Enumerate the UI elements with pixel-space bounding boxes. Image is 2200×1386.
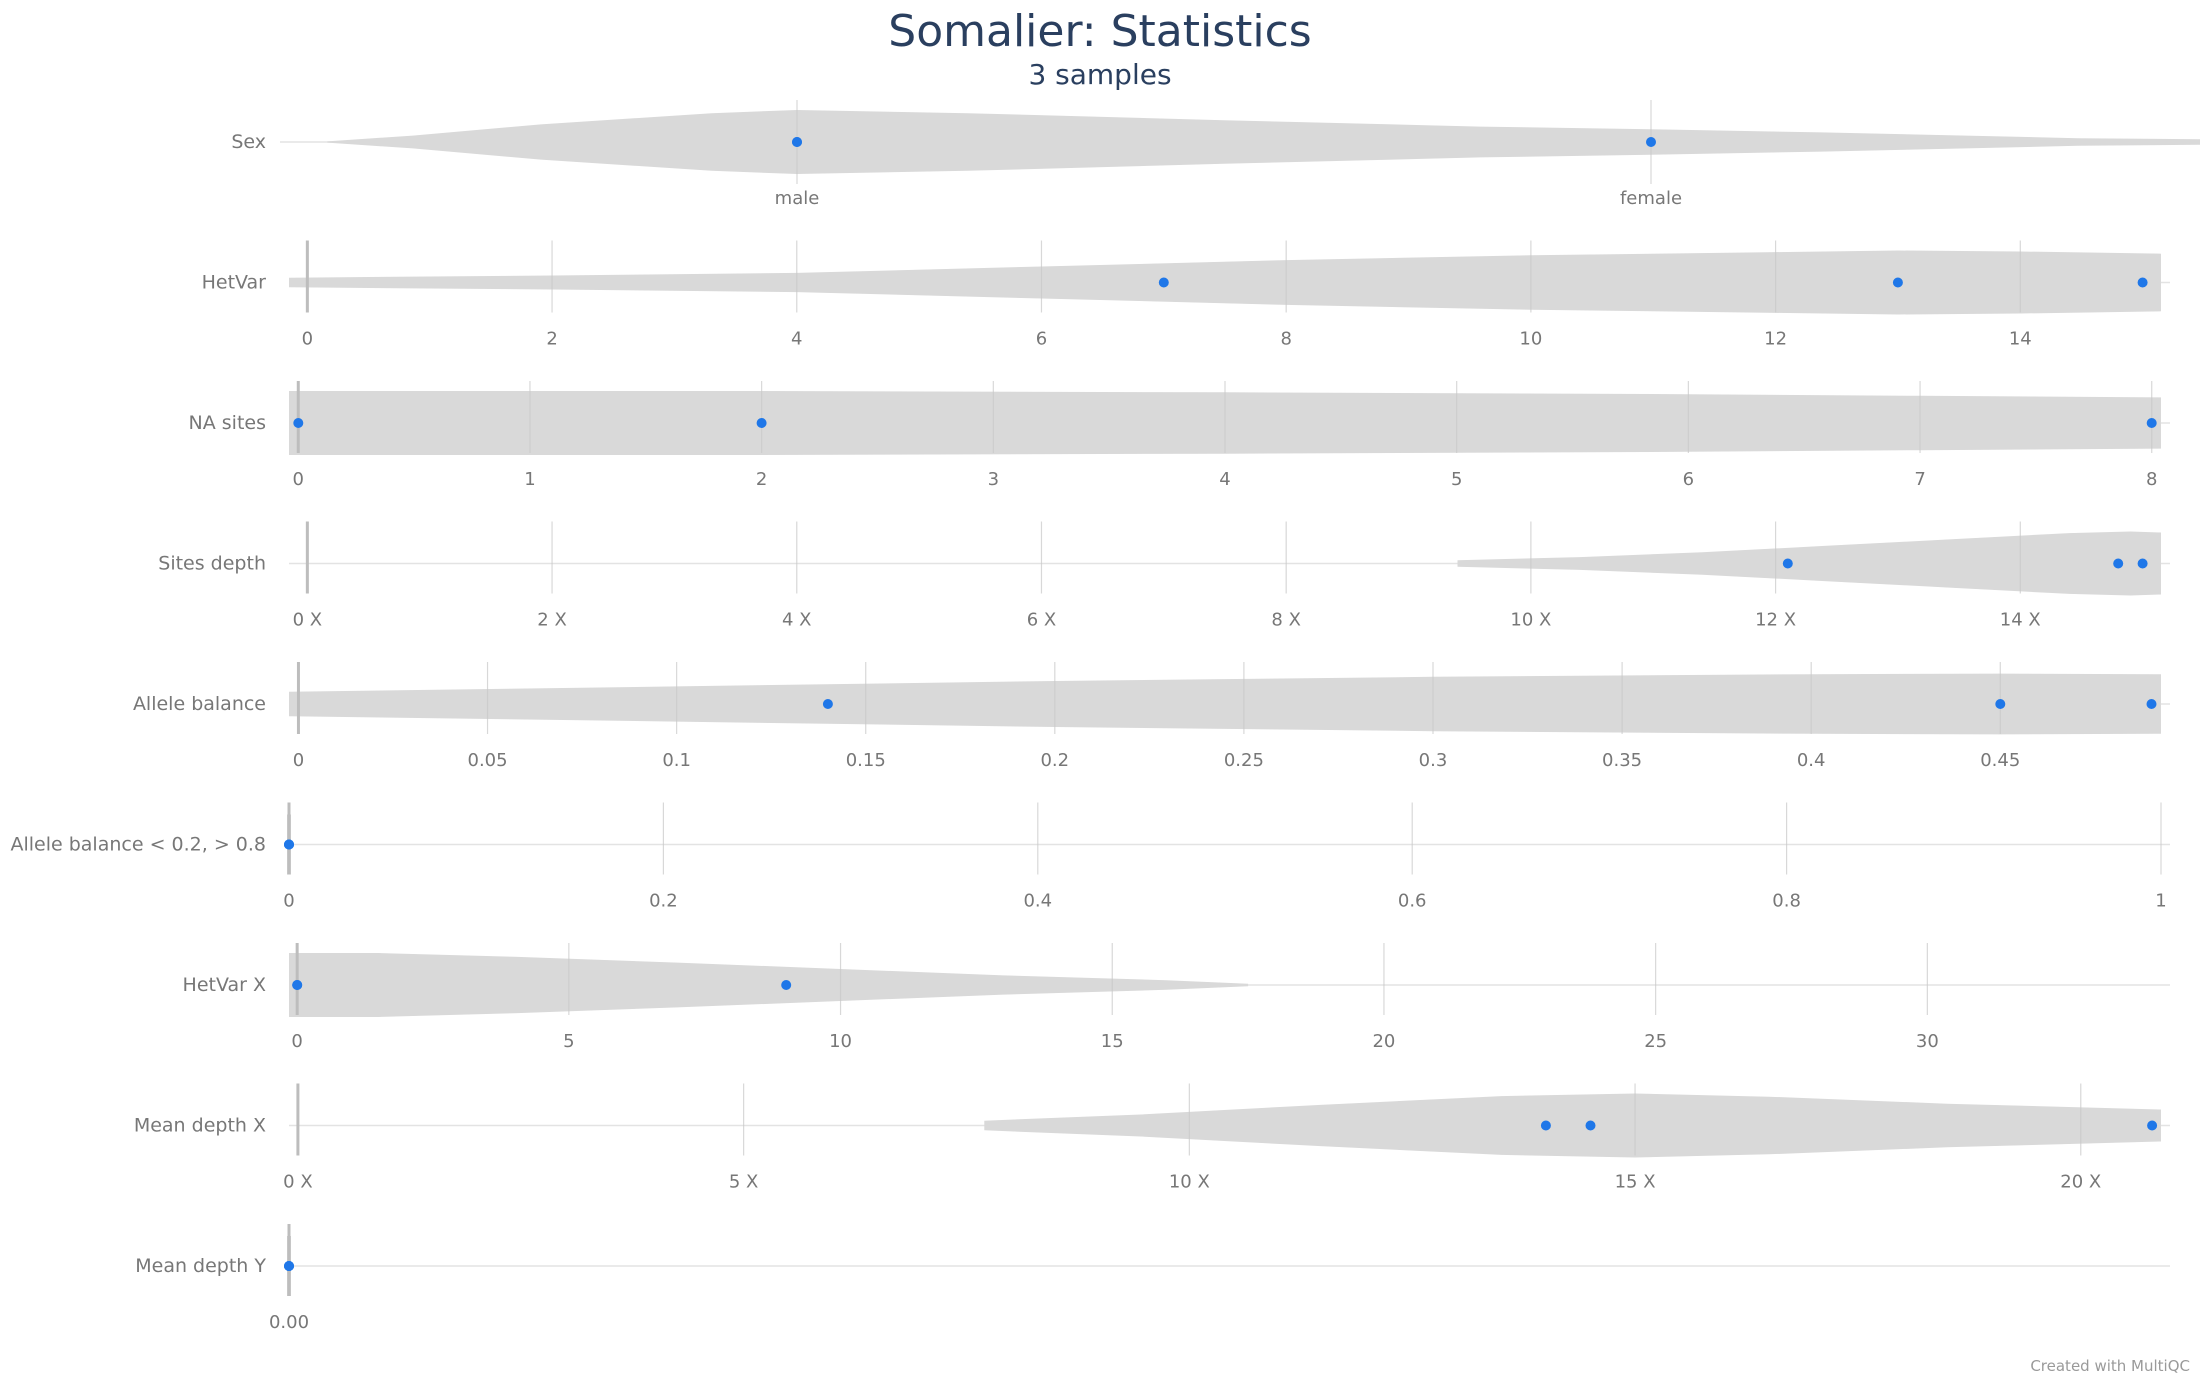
mean-depth-x-tick-label: 20 X [2060,1172,2101,1193]
mean-depth-x-row-label: Mean depth X [134,1115,266,1137]
allele-balance-0-2-0-8-tick-label: 0.2 [649,891,678,912]
mean-depth-x-sample-point [1540,1120,1551,1131]
sites-depth-tick-label: 6 X [1027,610,1057,631]
mean-depth-x-tick-label: 15 X [1615,1172,1656,1193]
allele-balance-violin [289,673,2161,735]
allele-balance-0-2-0-8-tick-label: 0 [283,891,294,912]
credit-text: Created with MultiQC [2030,1357,2190,1375]
sites-depth-violin [1457,531,2161,596]
hetvar-tick-label: 0 [302,329,313,350]
hetvar-tick-label: 10 [1519,329,1542,350]
sites-depth-tick-label: 12 X [1755,610,1796,631]
na-sites-tick-label: 1 [524,469,535,490]
chart-title: Somalier: Statistics [888,6,1312,57]
sex-row-label: Sex [231,131,266,153]
na-sites-sample-point [756,418,767,428]
allele-balance-0-2-0-8-sample-point [284,839,294,850]
sex-tick-label: male [775,188,820,209]
allele-balance-tick-label: 0.35 [1602,750,1642,771]
mean-depth-x-violin [984,1093,2161,1158]
hetvar-sample-point [1158,277,1169,288]
hetvar-x-tick-label: 15 [1101,1031,1124,1052]
na-sites-tick-label: 5 [1451,469,1462,490]
sites-depth-tick-label: 0 X [293,610,323,631]
mean-depth-x-tick-label: 5 X [729,1172,759,1193]
allele-balance-tick-label: 0.4 [1797,750,1826,771]
allele-balance-sample-point [2146,699,2157,709]
hetvar-tick-label: 6 [1036,329,1047,350]
allele-balance-tick-label: 0.25 [1224,750,1264,771]
mean-depth-y-sample-point [284,1261,294,1271]
na-sites-tick-label: 2 [756,469,767,490]
sex-sample-point [1646,137,1656,147]
hetvar-x-tick-label: 25 [1644,1031,1667,1052]
sites-depth-tick-label: 10 X [1510,610,1551,631]
sites-depth-sample-point [2113,558,2124,569]
allele-balance-tick-label: 0.3 [1419,750,1448,771]
allele-balance-0-2-0-8-tick-label: 0.8 [1772,891,1801,912]
mean-depth-y-row-label: Mean depth Y [135,1255,266,1277]
sites-depth-sample-point [1782,558,1793,569]
hetvar-sample-point [1892,277,1903,288]
allele-balance-0-2-0-8-tick-label: 0.6 [1398,891,1427,912]
na-sites-tick-label: 3 [988,469,999,490]
sites-depth-sample-point [2137,558,2148,569]
hetvar-x-tick-label: 0 [291,1031,302,1052]
allele-balance-0-2-0-8-tick-label: 1 [2155,891,2166,912]
na-sites-tick-label: 6 [1683,469,1694,490]
hetvar-tick-label: 2 [546,329,557,350]
sites-depth-row-label: Sites depth [158,553,266,575]
allele-balance-tick-label: 0.05 [468,750,508,771]
sites-depth-tick-label: 2 X [537,610,567,631]
na-sites-sample-point [2146,418,2157,428]
hetvar-x-tick-label: 20 [1372,1031,1395,1052]
na-sites-tick-label: 0 [293,469,304,490]
chart-subtitle: 3 samples [1028,58,1172,91]
hetvar-x-sample-point [292,980,303,990]
hetvar-tick-label: 14 [2009,329,2032,350]
na-sites-tick-label: 8 [2146,469,2157,490]
hetvar-x-tick-label: 5 [563,1031,574,1052]
allele-balance-tick-label: 0 [293,750,304,771]
mean-depth-x-tick-label: 10 X [1169,1172,1210,1193]
sex-sample-point [792,137,802,147]
na-sites-tick-label: 4 [1219,469,1230,490]
allele-balance-0-2-0-8-row-label: Allele balance < 0.2, > 0.8 [10,834,266,856]
hetvar-x-sample-point [781,980,792,990]
allele-balance-tick-label: 0.2 [1040,750,1069,771]
na-sites-row-label: NA sites [189,412,266,434]
mean-depth-x-tick-label: 0 X [283,1172,313,1193]
hetvar-row-label: HetVar [202,272,267,294]
sex-violin [327,110,2200,174]
mean-depth-y-tick-label: 0.00 [269,1312,309,1333]
allele-balance-sample-point [822,699,833,709]
na-sites-sample-point [293,418,304,428]
hetvar-x-tick-label: 10 [829,1031,852,1052]
sites-depth-tick-label: 4 X [782,610,812,631]
hetvar-violin [289,250,2161,315]
na-sites-tick-label: 7 [1914,469,1925,490]
allele-balance-tick-label: 0.1 [662,750,691,771]
allele-balance-tick-label: 0.15 [846,750,886,771]
hetvar-x-violin [289,953,1249,1017]
hetvar-tick-label: 12 [1764,329,1787,350]
mean-depth-x-sample-point [1585,1120,1596,1131]
hetvar-tick-label: 8 [1280,329,1291,350]
hetvar-sample-point [2137,277,2148,288]
allele-balance-0-2-0-8-tick-label: 0.4 [1023,891,1052,912]
hetvar-x-row-label: HetVar X [183,974,266,996]
sex-tick-label: female [1620,188,1682,209]
allele-balance-tick-label: 0.45 [1980,750,2020,771]
allele-balance-sample-point [1995,699,2006,709]
sites-depth-tick-label: 14 X [2000,610,2041,631]
sites-depth-tick-label: 8 X [1271,610,1301,631]
hetvar-x-tick-label: 30 [1916,1031,1939,1052]
mean-depth-x-sample-point [2147,1120,2158,1131]
hetvar-tick-label: 4 [791,329,802,350]
allele-balance-row-label: Allele balance [133,693,266,715]
